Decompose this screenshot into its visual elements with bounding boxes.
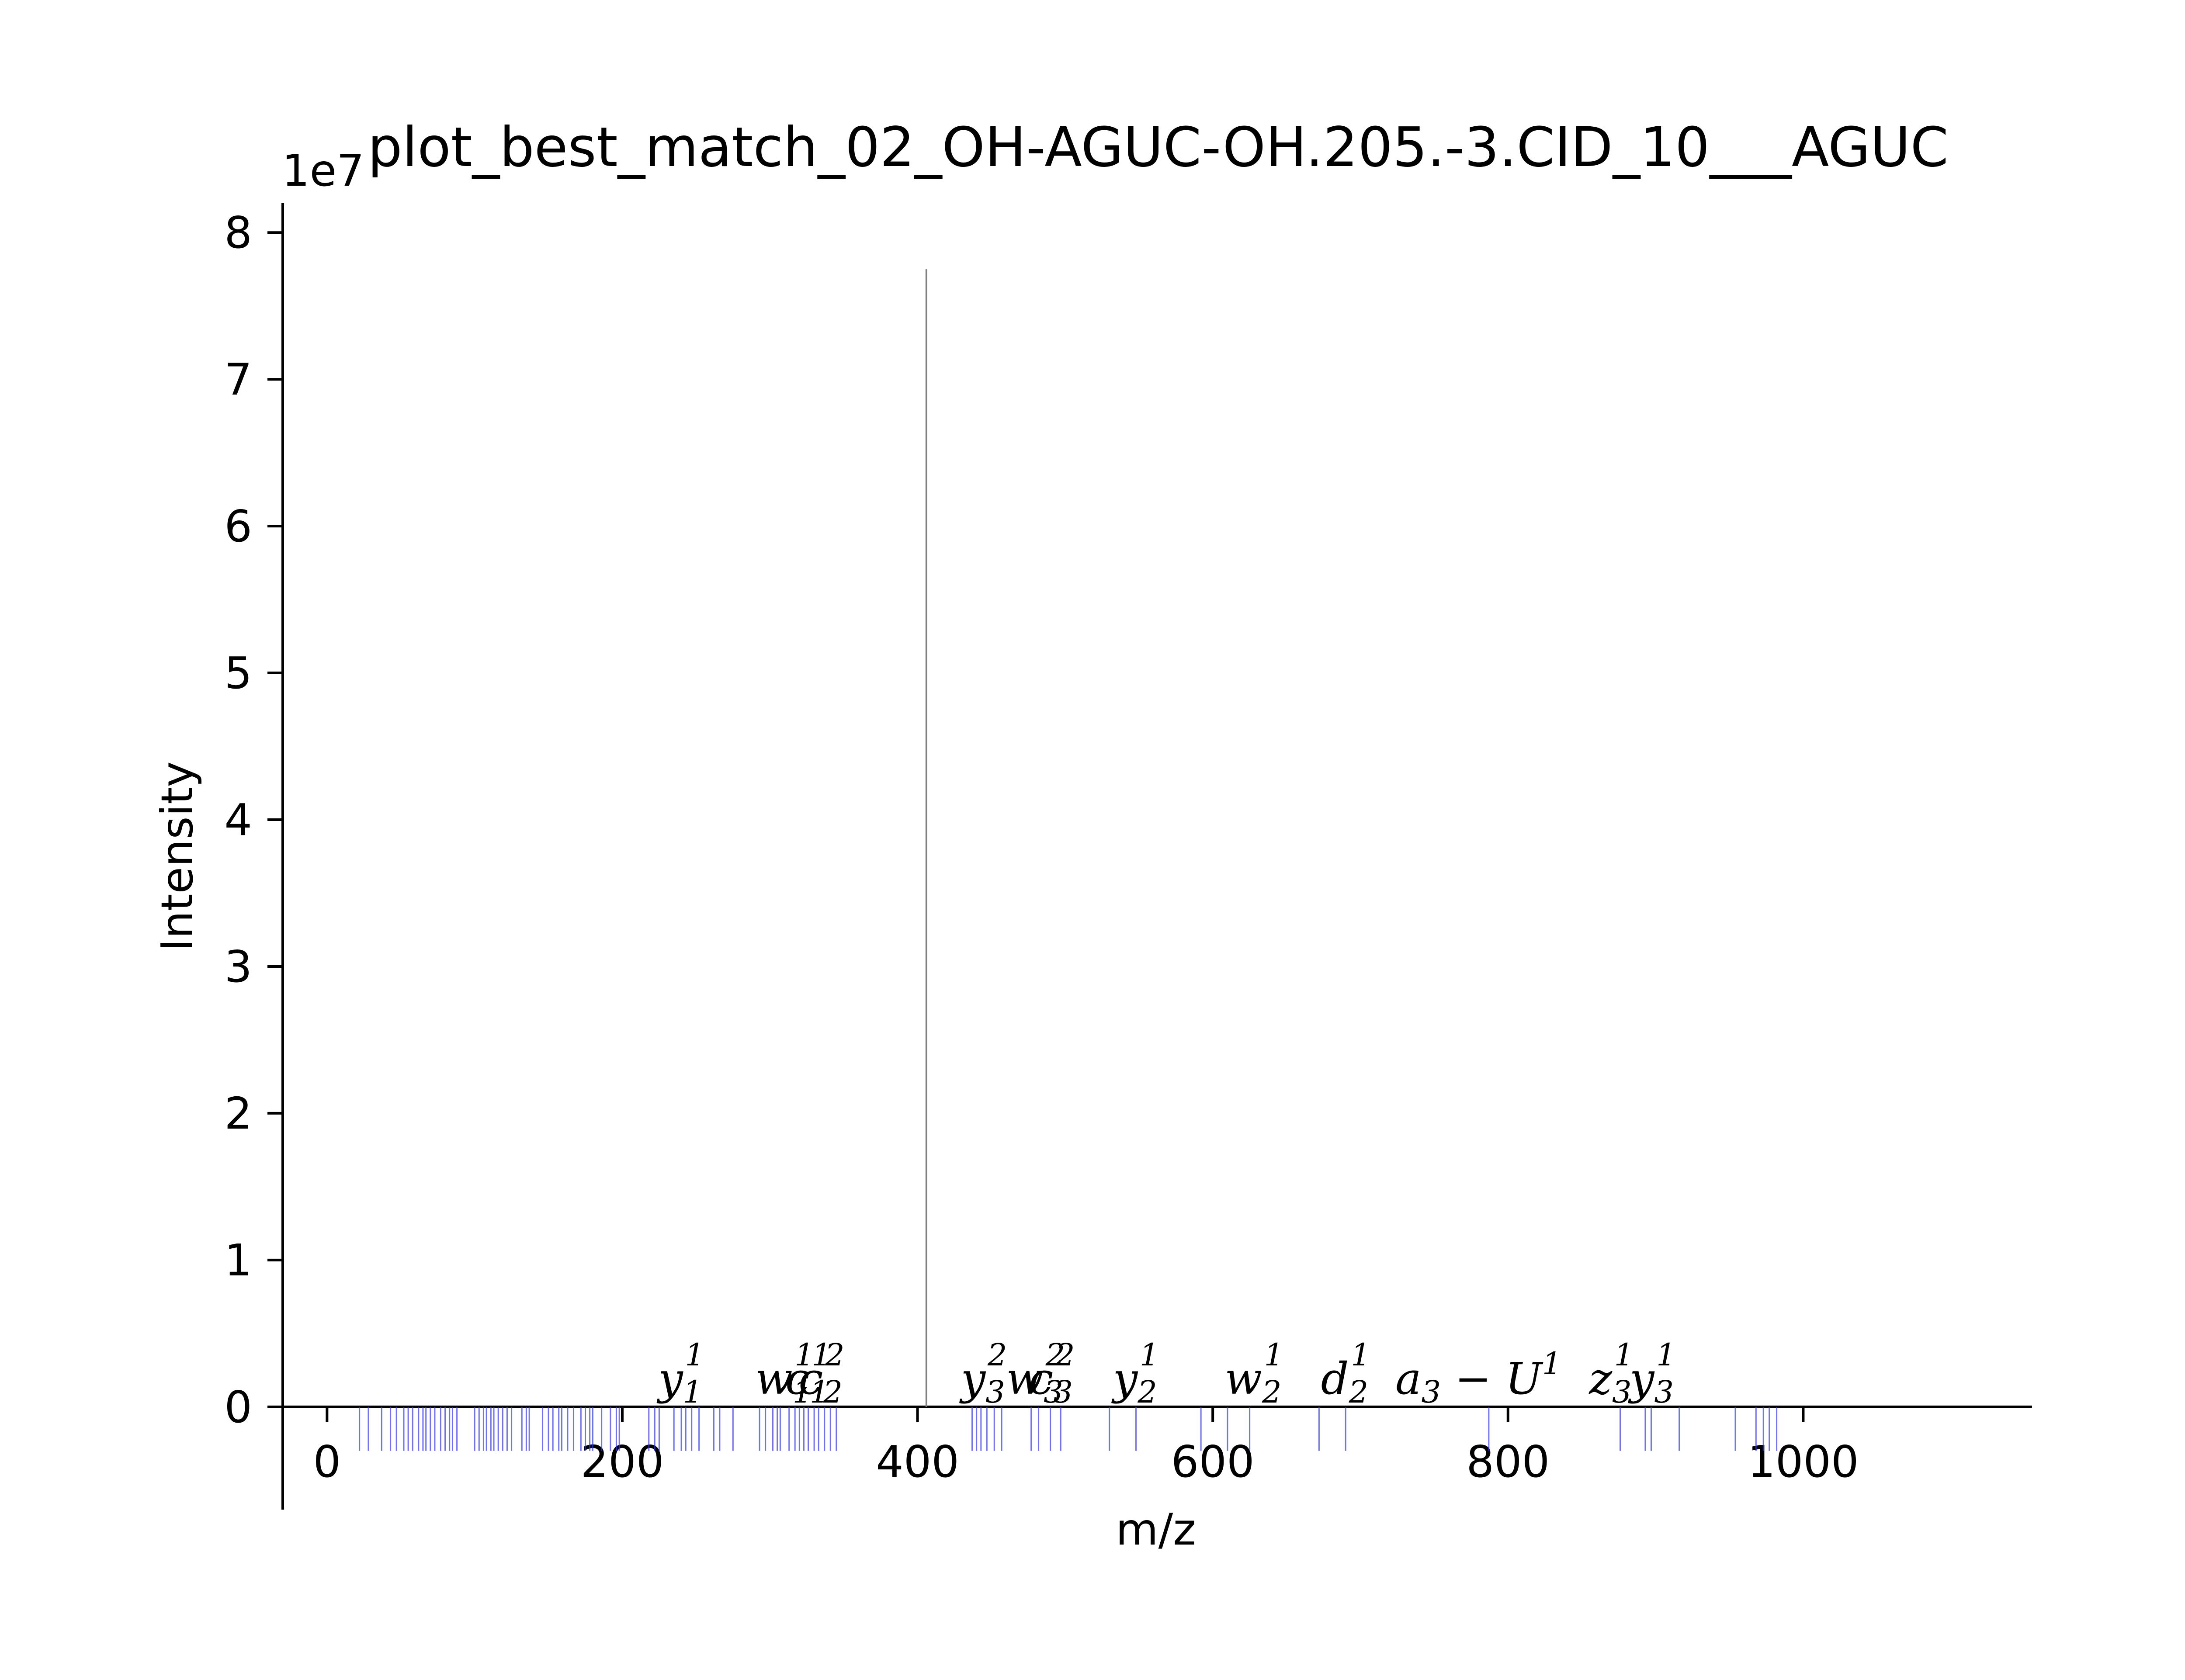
fragment-annotation: w11: [755, 1337, 814, 1410]
fragment-annotation: w32: [1006, 1337, 1065, 1410]
x-tick-label: 800: [1466, 1436, 1550, 1487]
fragment-annotation: y21: [1111, 1337, 1159, 1410]
fragment-annotation: y31: [1628, 1337, 1676, 1410]
y-tick-label: 0: [224, 1382, 252, 1433]
x-tick-label: 600: [1171, 1436, 1255, 1487]
y-scale-label: 1e7: [282, 145, 364, 196]
fragment-annotation: y32: [959, 1337, 1007, 1410]
theoretical-peaks: [359, 1406, 1778, 1451]
x-tick-label: 200: [581, 1436, 664, 1487]
y-tick-label: 2: [224, 1088, 252, 1139]
y-axis-label: Intensity: [152, 761, 203, 951]
y-tick-label: 5: [224, 648, 252, 699]
fragment-annotation: c32: [1029, 1337, 1075, 1410]
fragment-annotation: w21: [1224, 1337, 1283, 1410]
y-tick-label: 7: [224, 354, 252, 405]
fragment-annotation: a3 − U1: [1395, 1346, 1561, 1410]
fragment-annotation: c22: [798, 1337, 844, 1410]
axes-layer: 0 1 2 3 4 5 6 7 8 0 200 400 600 800 1000: [224, 203, 2032, 1510]
chart-title: plot_best_match_02_OH-AGUC-OH.205.-3.CID…: [368, 116, 1949, 179]
x-tick-label: 0: [313, 1436, 341, 1487]
fragment-annotation: z31: [1588, 1337, 1634, 1410]
y-tick-label: 6: [224, 501, 252, 552]
y-tick-label: 1: [224, 1235, 252, 1286]
y-tick-label: 8: [224, 207, 252, 258]
y-tick-label: 4: [224, 794, 252, 845]
y-tick-label: 3: [224, 941, 252, 992]
x-tick-label: 400: [876, 1436, 959, 1487]
x-axis-label: m/z: [1116, 1504, 1196, 1555]
fragment-annotation: y11: [656, 1337, 704, 1410]
fragment-annotation: d21: [1321, 1337, 1370, 1410]
fragment-annotation: c11: [785, 1337, 831, 1410]
x-tick-label: 1000: [1748, 1436, 1859, 1487]
